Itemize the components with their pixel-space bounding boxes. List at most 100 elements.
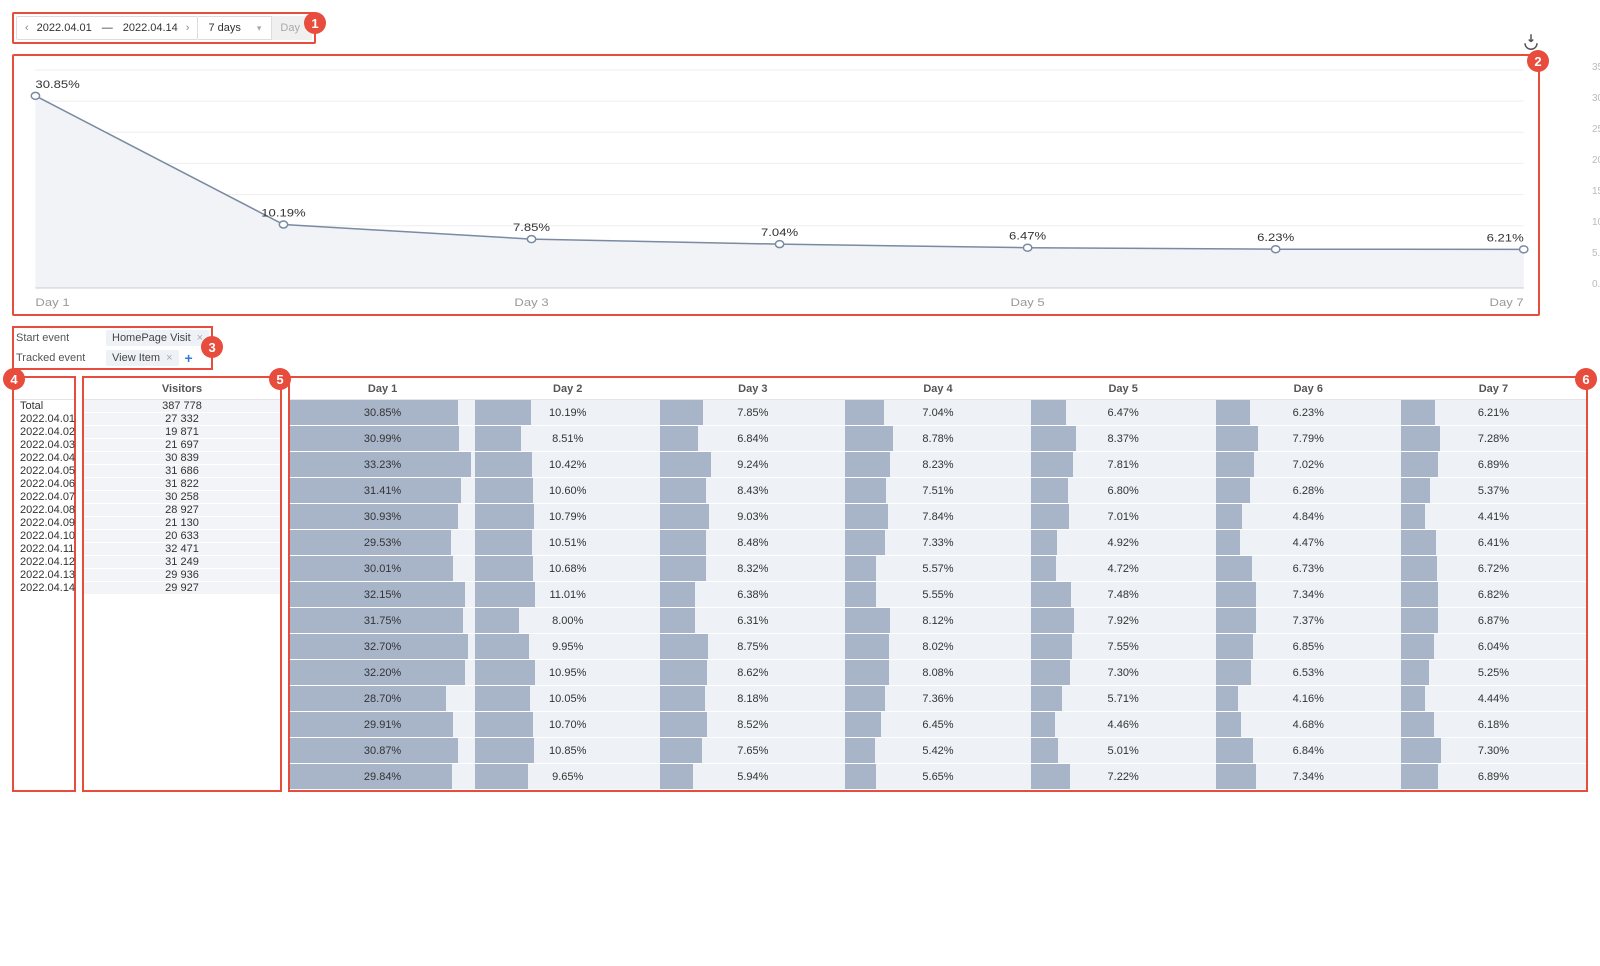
- day-cell: 10.60%: [475, 478, 660, 504]
- start-event-row: Start event HomePage Visit ×: [16, 330, 209, 346]
- period-value: 7 days: [208, 22, 240, 34]
- visitors-cell: 20 633: [84, 530, 280, 543]
- period-select[interactable]: 7 days ▾: [198, 16, 272, 40]
- table-row: 32.70%9.95%8.75%8.02%7.55%6.85%6.04%: [290, 634, 1586, 660]
- day-cell: 33.23%: [290, 452, 475, 478]
- day-cell: 8.00%: [475, 608, 660, 634]
- day-cell: 5.55%: [845, 582, 1030, 608]
- visitors-cell: 29 927: [84, 582, 280, 595]
- day-cell: 10.85%: [475, 738, 660, 764]
- day-cell: 32.70%: [290, 634, 475, 660]
- day-cell: 7.22%: [1031, 764, 1216, 790]
- date-cell: 2022.04.06: [14, 478, 74, 491]
- day-cell: 30.93%: [290, 504, 475, 530]
- next-range-icon[interactable]: ›: [182, 22, 194, 34]
- day-cell: 7.04%: [845, 400, 1030, 426]
- table-row: 29.53%10.51%8.48%7.33%4.92%4.47%6.41%: [290, 530, 1586, 556]
- date-dash: —: [102, 22, 113, 34]
- day-cell: 4.44%: [1401, 686, 1586, 712]
- start-event-chip[interactable]: HomePage Visit ×: [106, 330, 209, 346]
- y-tick-label: 0.00%: [1592, 279, 1600, 290]
- day-cell: 6.87%: [1401, 608, 1586, 634]
- day-cell: 6.80%: [1031, 478, 1216, 504]
- svg-text:7.04%: 7.04%: [761, 226, 798, 239]
- y-tick-label: 20.00%: [1592, 155, 1600, 166]
- table-row: 32.15%11.01%6.38%5.55%7.48%7.34%6.82%: [290, 582, 1586, 608]
- day-cell: 31.75%: [290, 608, 475, 634]
- day-cell: 7.34%: [1216, 582, 1401, 608]
- day-cell: 5.42%: [845, 738, 1030, 764]
- tracked-event-chip[interactable]: View Item ×: [106, 350, 179, 366]
- svg-text:Day 7: Day 7: [1490, 296, 1524, 309]
- date-range-picker[interactable]: ‹ 2022.04.01 — 2022.04.14 ›: [16, 16, 198, 40]
- tracked-event-chip-text: View Item: [112, 352, 160, 364]
- date-to: 2022.04.14: [119, 22, 182, 34]
- date-cell: Total: [14, 400, 74, 413]
- day-cell: 4.16%: [1216, 686, 1401, 712]
- day-cell: 10.42%: [475, 452, 660, 478]
- day-cell: 5.25%: [1401, 660, 1586, 686]
- dates-column: 4 Total2022.04.012022.04.022022.04.03202…: [12, 376, 76, 792]
- day-cell: 10.95%: [475, 660, 660, 686]
- prev-range-icon[interactable]: ‹: [21, 22, 33, 34]
- date-cell: 2022.04.02: [14, 426, 74, 439]
- table-row: 30.87%10.85%7.65%5.42%5.01%6.84%7.30%: [290, 738, 1586, 764]
- day-cell: 30.85%: [290, 400, 475, 426]
- day-cell: 4.92%: [1031, 530, 1216, 556]
- visitors-cell: 21 697: [84, 439, 280, 452]
- day-cell: 4.41%: [1401, 504, 1586, 530]
- svg-text:Day 5: Day 5: [1011, 296, 1045, 309]
- callout-badge-2: 2: [1527, 50, 1549, 72]
- day-cell: 5.01%: [1031, 738, 1216, 764]
- day-cell: 6.82%: [1401, 582, 1586, 608]
- day-cell: 5.71%: [1031, 686, 1216, 712]
- day-header: Day 1: [290, 378, 475, 400]
- y-tick-label: 35.00%: [1592, 62, 1600, 73]
- day-cell: 6.23%: [1216, 400, 1401, 426]
- day-header: Day 2: [475, 378, 660, 400]
- table-row: 33.23%10.42%9.24%8.23%7.81%7.02%6.89%: [290, 452, 1586, 478]
- svg-text:30.85%: 30.85%: [35, 78, 80, 91]
- retention-table: 4 Total2022.04.012022.04.022022.04.03202…: [12, 376, 1588, 792]
- table-row: 30.85%10.19%7.85%7.04%6.47%6.23%6.21%: [290, 400, 1586, 426]
- day-cell: 4.47%: [1216, 530, 1401, 556]
- day-cell: 6.28%: [1216, 478, 1401, 504]
- table-row: 31.41%10.60%8.43%7.51%6.80%6.28%5.37%: [290, 478, 1586, 504]
- day-cell: 6.73%: [1216, 556, 1401, 582]
- date-cell: 2022.04.01: [14, 413, 74, 426]
- day-cell: 6.31%: [660, 608, 845, 634]
- date-toolbar: ‹ 2022.04.01 — 2022.04.14 › 7 days ▾ Day…: [12, 12, 316, 44]
- day-cell: 8.37%: [1031, 426, 1216, 452]
- day-header: Day 3: [660, 378, 845, 400]
- callout-badge-3: 3: [201, 336, 223, 358]
- day-cell: 8.32%: [660, 556, 845, 582]
- day-cell: 7.01%: [1031, 504, 1216, 530]
- day-cell: 7.81%: [1031, 452, 1216, 478]
- day-cell: 4.72%: [1031, 556, 1216, 582]
- caret-down-icon: ▾: [257, 23, 262, 34]
- date-cell: 2022.04.04: [14, 452, 74, 465]
- start-event-label: Start event: [16, 332, 100, 344]
- svg-text:6.47%: 6.47%: [1009, 230, 1046, 243]
- table-row: 32.20%10.95%8.62%8.08%7.30%6.53%5.25%: [290, 660, 1586, 686]
- y-axis-labels: 35.00%30.00%25.00%20.00%15.00%10.00%5.00…: [1592, 62, 1600, 290]
- grain-value: Day: [280, 22, 300, 34]
- day-cell: 11.01%: [475, 582, 660, 608]
- day-cell: 6.84%: [1216, 738, 1401, 764]
- day-cell: 7.02%: [1216, 452, 1401, 478]
- callout-badge-5: 5: [269, 368, 291, 390]
- day-cell: 10.68%: [475, 556, 660, 582]
- day-cell: 6.89%: [1401, 452, 1586, 478]
- day-cell: 6.04%: [1401, 634, 1586, 660]
- svg-text:Day 3: Day 3: [514, 296, 548, 309]
- chip-remove-icon[interactable]: ×: [166, 352, 172, 364]
- day-cell: 10.05%: [475, 686, 660, 712]
- day-cell: 9.65%: [475, 764, 660, 790]
- day-header: Day 6: [1216, 378, 1401, 400]
- date-cell: 2022.04.05: [14, 465, 74, 478]
- date-cell: 2022.04.12: [14, 556, 74, 569]
- add-tracked-event-button[interactable]: +: [185, 350, 193, 366]
- day-cell: 5.94%: [660, 764, 845, 790]
- callout-badge-4: 4: [3, 368, 25, 390]
- day-header: Day 7: [1401, 378, 1586, 400]
